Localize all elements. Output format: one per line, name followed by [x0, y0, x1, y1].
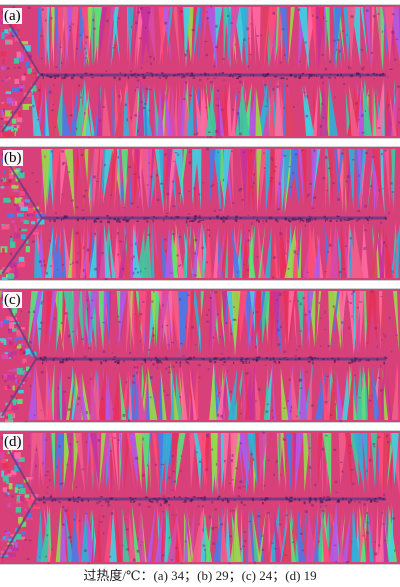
panel-a: (a) — [0, 4, 400, 139]
panel-d: (d) — [0, 430, 400, 565]
panel-d-label: (d) — [3, 434, 23, 450]
panel-b-label: (b) — [3, 150, 23, 166]
panel-b: (b) — [0, 146, 400, 281]
panel-c: (c) — [0, 288, 400, 423]
panel-a-grain-map — [0, 5, 400, 138]
panel-a-label: (a) — [3, 8, 22, 24]
panel-c-grain-map — [0, 289, 400, 422]
figure-caption: 过热度/℃：(a) 34；(b) 29；(c) 24；(d) 19 — [83, 568, 317, 583]
panel-c-label: (c) — [3, 292, 22, 308]
panel-d-grain-map — [0, 431, 400, 564]
microstructure-figure: (a) (b) (c) (d) — [0, 4, 400, 565]
panel-b-grain-map — [0, 147, 400, 280]
